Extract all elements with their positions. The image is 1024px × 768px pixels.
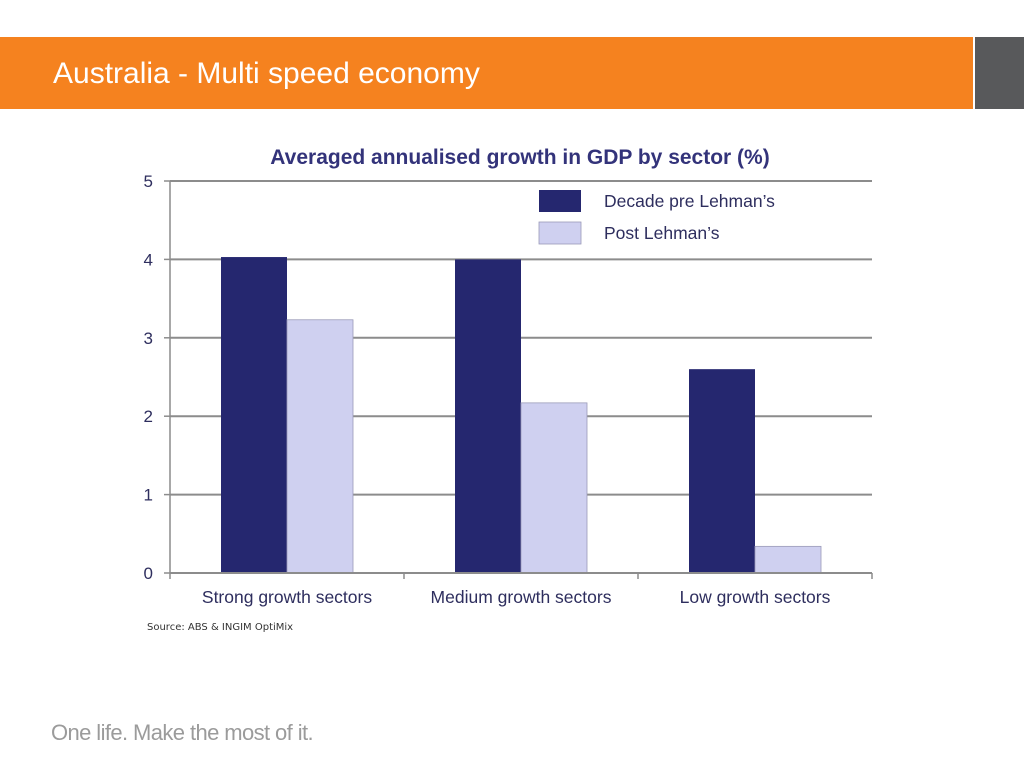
- x-category-label: Low growth sectors: [680, 587, 831, 607]
- legend-swatch: [538, 221, 582, 245]
- y-tick-label: 5: [144, 172, 153, 191]
- bar-pre-lehman: [221, 257, 287, 573]
- x-category-label: Medium growth sectors: [431, 587, 612, 607]
- bar-pre-lehman: [689, 369, 755, 573]
- chart-title: Averaged annualised growth in GDP by sec…: [270, 146, 769, 169]
- x-category-label: Strong growth sectors: [202, 587, 372, 607]
- bar-pre-lehman: [455, 259, 521, 573]
- bar-post-lehman: [286, 319, 354, 574]
- y-tick-label: 2: [144, 407, 153, 426]
- y-tick-label: 3: [144, 329, 153, 348]
- y-tick-label: 1: [144, 486, 153, 505]
- source-note: Source: ABS & INGIM OptiMix: [147, 622, 294, 633]
- y-tick-label: 0: [144, 564, 153, 583]
- tagline: One life. Make the most of it.: [51, 720, 314, 745]
- bar-post-lehman: [520, 402, 588, 574]
- header-side-block: [975, 37, 1024, 109]
- legend-label: Post Lehman’s: [604, 223, 720, 243]
- slide-title: Australia - Multi speed economy: [53, 57, 480, 90]
- y-tick-label: 4: [144, 250, 153, 269]
- gdp-growth-chart: Averaged annualised growth in GDP by sec…: [144, 146, 873, 607]
- header-bar: [0, 37, 973, 109]
- bar-post-lehman: [754, 545, 822, 574]
- legend-swatch: [539, 190, 581, 212]
- legend-label: Decade pre Lehman’s: [604, 191, 775, 211]
